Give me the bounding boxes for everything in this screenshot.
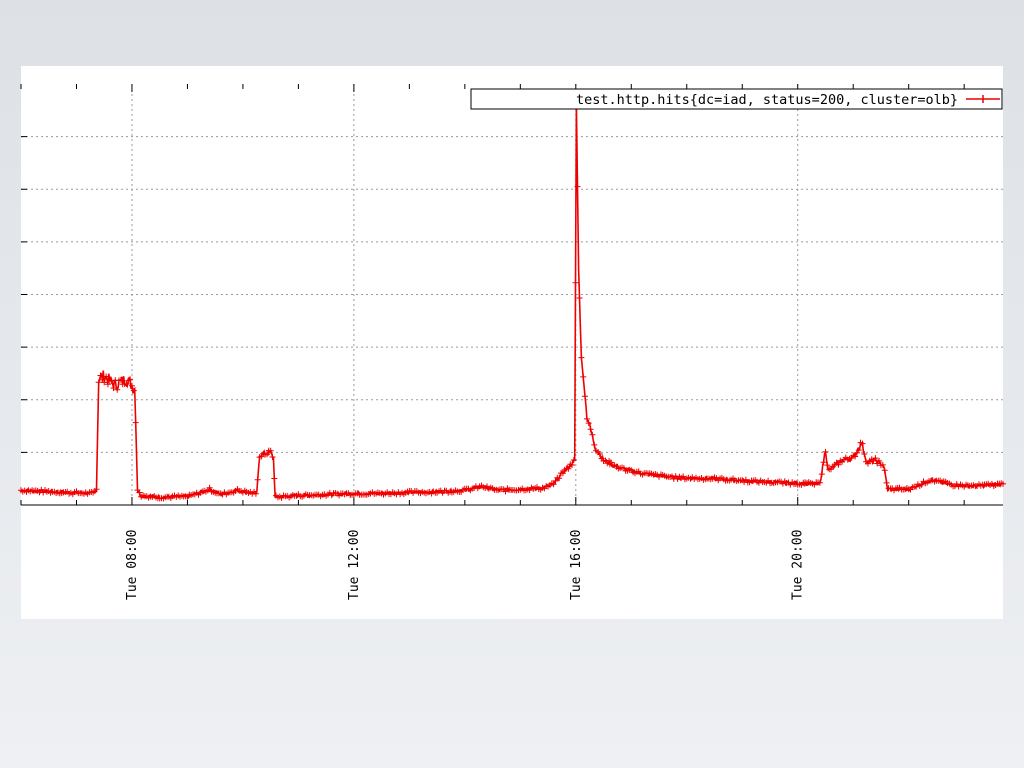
data-point <box>883 479 890 486</box>
data-point <box>580 373 587 380</box>
series-layer <box>18 105 1006 502</box>
legend-box <box>470 88 1003 110</box>
data-point <box>556 475 563 482</box>
data-point <box>130 387 137 394</box>
data-point <box>97 372 104 379</box>
data-point <box>822 448 829 455</box>
data-point <box>918 481 925 488</box>
data-point <box>574 183 581 190</box>
data-point <box>585 420 592 427</box>
data-point <box>859 440 866 447</box>
data-point <box>879 461 886 468</box>
data-point <box>136 489 143 496</box>
data-point <box>117 376 124 383</box>
data-point <box>591 441 598 448</box>
data-point <box>578 354 585 361</box>
data-point <box>876 457 883 464</box>
x-tick-label: Tue 16:00 <box>569 530 584 600</box>
data-point <box>855 447 862 454</box>
data-point <box>264 451 270 458</box>
grid <box>21 84 1003 505</box>
data-point <box>252 490 259 497</box>
data-point <box>587 426 594 433</box>
legend: test.http.hits{dc=iad, status=200, clust… <box>470 88 1003 110</box>
x-tick-label: Tue 12:00 <box>347 530 362 600</box>
data-point <box>835 461 842 468</box>
data-point <box>582 393 588 400</box>
data-point <box>824 462 831 469</box>
series-line <box>20 105 1004 500</box>
data-point <box>852 453 859 460</box>
data-point <box>550 481 557 488</box>
x-tick-label: Tue 20:00 <box>791 530 806 600</box>
data-point <box>559 470 566 477</box>
data-point <box>816 479 823 486</box>
legend-series-label: test.http.hits{dc=iad, status=200, clust… <box>576 92 958 108</box>
data-point <box>569 462 575 468</box>
data-point <box>254 476 261 483</box>
data-point <box>267 447 274 454</box>
data-point <box>861 451 868 457</box>
data-point <box>502 488 509 495</box>
data-point <box>565 465 572 472</box>
data-point <box>127 376 134 383</box>
data-point <box>572 279 579 286</box>
plot-panel <box>21 66 1003 619</box>
data-point <box>104 381 111 388</box>
data-point <box>110 385 117 392</box>
data-point <box>206 484 213 491</box>
x-tick-label: Tue 08:00 <box>125 530 140 600</box>
data-point <box>93 486 100 493</box>
x-axis-ticks: Tue 08:00 Tue 12:00 Tue 16:00 Tue 20:00 <box>20 84 965 600</box>
data-point <box>271 475 278 482</box>
data-point <box>108 378 115 384</box>
data-point <box>95 379 102 386</box>
data-point <box>132 419 139 426</box>
data-point <box>576 295 583 301</box>
data-point <box>881 467 888 474</box>
data-point <box>583 415 590 422</box>
data-point <box>552 477 559 484</box>
data-point <box>820 459 827 466</box>
data-point <box>596 451 603 457</box>
data-point <box>872 455 879 462</box>
data-point <box>114 386 121 393</box>
data-point <box>129 382 135 389</box>
data-point <box>1000 480 1006 487</box>
data-point <box>101 379 108 386</box>
data-point <box>818 471 825 478</box>
data-point <box>589 431 596 438</box>
data-point <box>123 381 130 387</box>
data-point <box>269 454 276 460</box>
data-point <box>570 457 577 463</box>
data-point <box>103 373 110 380</box>
